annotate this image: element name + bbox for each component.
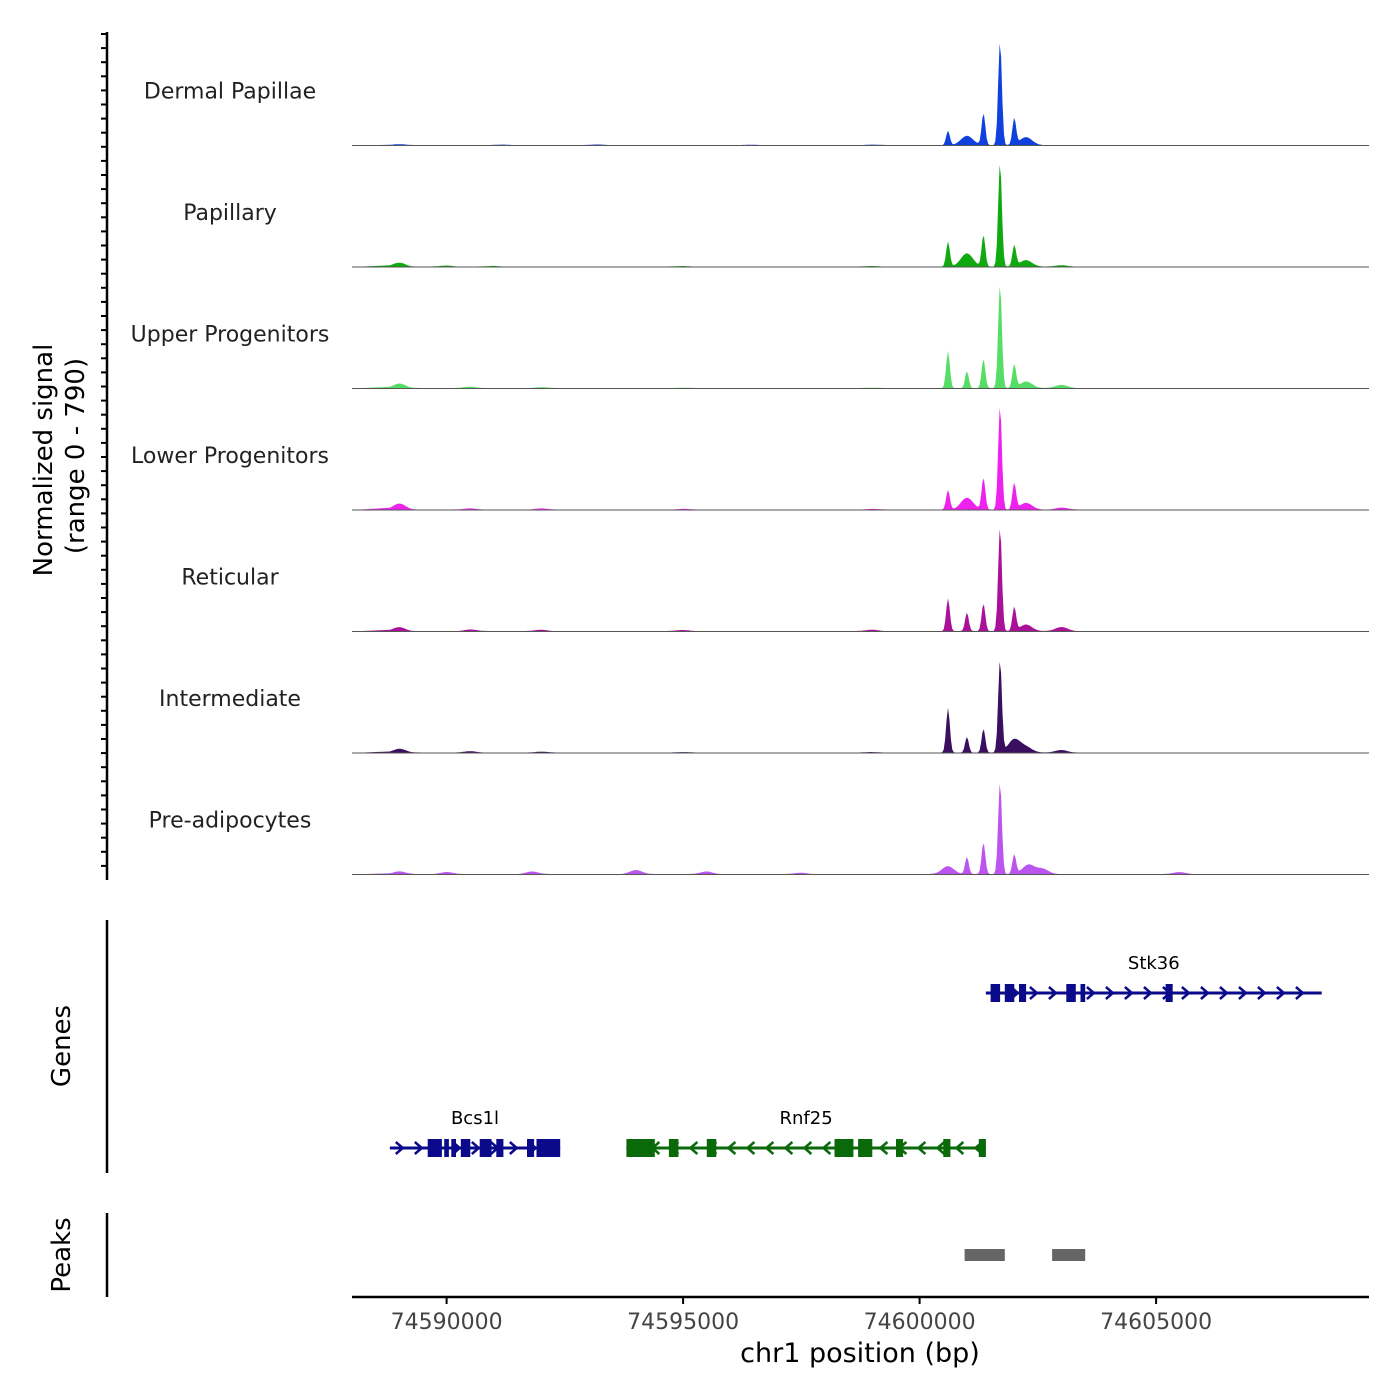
track-signal [352, 408, 1251, 510]
track-papillary: Papillary [183, 164, 1369, 268]
gene-annotations: Stk36 Bcs1l Rnf25 [389, 953, 1322, 1157]
gene-strand-arrow [413, 1141, 424, 1155]
gene-exon [479, 1139, 492, 1157]
gene-strand-arrow [1295, 986, 1305, 1000]
gene-strand-arrow [764, 1141, 775, 1155]
gene-strand-arrow [1181, 986, 1191, 1000]
track-signal [352, 784, 1251, 875]
gene-exon [1165, 984, 1173, 1002]
gene-exon [1066, 984, 1076, 1002]
gene-strand-arrow [726, 1141, 737, 1155]
x-tick-label: 74595000 [627, 1310, 739, 1335]
gene-strand-arrow [745, 1141, 756, 1155]
track-signal [352, 43, 1251, 146]
track-signal [352, 661, 1251, 753]
gene-strand-arrow [1238, 986, 1248, 1000]
gene-exon [527, 1139, 535, 1157]
gene-exon [1080, 984, 1086, 1002]
gene-strand-arrow [878, 1141, 889, 1155]
track-dermal-papillae: Dermal Papillae [144, 43, 1369, 146]
gene-strand-arrow [1257, 986, 1267, 1000]
gene-strand-arrow [508, 1141, 519, 1155]
x-tick-label: 74605000 [1100, 1310, 1212, 1335]
gene-exon [834, 1139, 854, 1157]
gene-exon [1019, 984, 1027, 1002]
track-label: Papillary [183, 201, 277, 226]
gene-exon [451, 1139, 456, 1157]
gene-bcs1l: Bcs1l [389, 1108, 561, 1157]
track-signal [352, 164, 1251, 267]
gene-exon [444, 1139, 449, 1157]
gene-strand-arrow [802, 1141, 813, 1155]
gene-strand-arrow [1105, 986, 1115, 1000]
gene-exon [668, 1139, 679, 1157]
y-axis-label-line1: Normalized signal [29, 344, 59, 577]
track-label: Lower Progenitors [131, 444, 329, 469]
gene-exon [858, 1139, 873, 1157]
gene-strand-arrow [935, 1141, 946, 1155]
signal-y-axis [101, 32, 109, 880]
track-lower-progenitors: Lower Progenitors [131, 408, 1369, 511]
track-label: Upper Progenitors [131, 323, 330, 348]
gene-strand-arrow [1086, 986, 1096, 1000]
gene-exon [990, 984, 1001, 1002]
coverage-tracks: Dermal Papillae Papillary Upper Progenitor… [131, 43, 1369, 875]
gene-exon [943, 1139, 951, 1157]
track-label: Reticular [181, 566, 279, 591]
gene-exon [427, 1139, 442, 1157]
gene-strand-arrow [783, 1141, 794, 1155]
gene-name-label: Rnf25 [780, 1108, 833, 1129]
genes-axis-label: Genes [47, 1005, 77, 1087]
track-reticular: Reticular [181, 529, 1369, 632]
gene-strand-arrow [1276, 986, 1286, 1000]
gene-strand-arrow [1143, 986, 1153, 1000]
gene-exon [626, 1139, 655, 1157]
gene-exon [978, 1139, 986, 1157]
x-tick-label: 74600000 [864, 1310, 976, 1335]
gene-strand-arrow [470, 1141, 481, 1155]
gene-strand-arrow [954, 1141, 965, 1155]
track-label: Pre-adipocytes [149, 809, 312, 834]
gene-strand-arrow [1029, 986, 1039, 1000]
gene-name-label: Stk36 [1128, 953, 1180, 974]
peak-region [1052, 1249, 1086, 1261]
gene-strand-arrow [688, 1141, 699, 1155]
gene-stk36: Stk36 [985, 953, 1322, 1002]
track-signal [352, 286, 1251, 389]
track-upper-progenitors: Upper Progenitors [131, 286, 1369, 389]
gene-strand-arrow [821, 1141, 832, 1155]
gene-exon [706, 1139, 717, 1157]
gene-rnf25: Rnf25 [626, 1108, 986, 1157]
x-tick-label: 74590000 [391, 1310, 503, 1335]
gene-name-label: Bcs1l [451, 1108, 499, 1129]
track-label: Dermal Papillae [144, 80, 316, 105]
gene-exon [496, 1139, 504, 1157]
gene-exon [460, 1139, 471, 1157]
gene-strand-arrow [1124, 986, 1134, 1000]
track-label: Intermediate [159, 687, 301, 712]
x-axis-ticks: 74590000 74595000 74600000 74605000 [391, 1297, 1212, 1335]
track-intermediate: Intermediate [159, 661, 1369, 754]
gene-strand-arrow [1048, 986, 1058, 1000]
gene-strand-arrow [1200, 986, 1210, 1000]
gene-strand-arrow [394, 1141, 405, 1155]
peak-region [964, 1249, 1005, 1261]
peaks-axis-label: Peaks [47, 1217, 77, 1292]
gene-exon [1004, 984, 1015, 1002]
track-signal [352, 529, 1251, 632]
gene-strand-arrow [916, 1141, 927, 1155]
gene-exon [536, 1139, 561, 1157]
x-axis-label: chr1 position (bp) [740, 1338, 980, 1369]
y-axis-label-line2: (range 0 - 790) [61, 358, 91, 554]
peak-regions [964, 1249, 1086, 1261]
track-pre-adipocytes: Pre-adipocytes [149, 784, 1369, 875]
gene-exon [896, 1139, 904, 1157]
gene-strand-arrow [1219, 986, 1229, 1000]
